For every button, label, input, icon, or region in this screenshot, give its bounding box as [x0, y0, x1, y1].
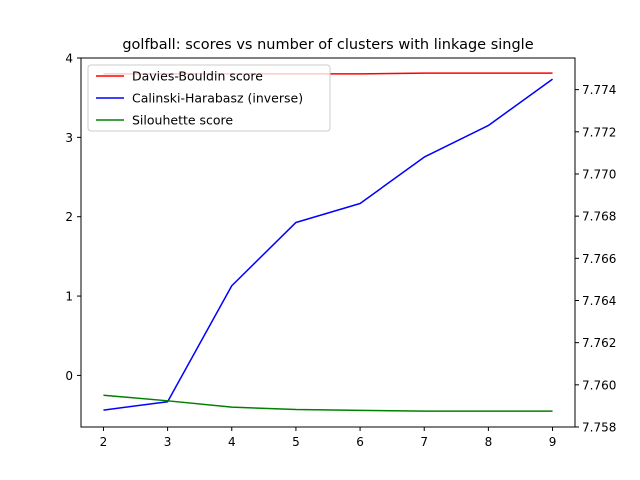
right-y-tick-label-7.758: 7.758 — [582, 421, 616, 435]
legend-label-1: Davies-Bouldin score — [132, 69, 263, 84]
series-line-2 — [103, 78, 553, 411]
right-y-tick-label-7.764: 7.764 — [582, 294, 616, 308]
x-tick-label-7: 7 — [420, 435, 428, 449]
right-y-tick-label-7.766: 7.766 — [582, 252, 616, 266]
axes-layer: 2 3 4 5 6 7 8 9 0 1 2 3 4 7.758 7.760 7.762 7.764 7.766 7.… — [65, 52, 616, 450]
legend: Davies-Bouldin score Calinski-Harabasz (i… — [87, 64, 331, 132]
legend-label-3: Silouhette score — [132, 113, 233, 128]
right-y-tick-label-7.768: 7.768 — [582, 210, 616, 224]
right-y-tick-label-7.760: 7.760 — [582, 378, 616, 392]
legend-label-2: Calinski-Harabasz (inverse) — [132, 91, 303, 106]
chart-title: golfball: scores vs number of clusters w… — [122, 37, 533, 53]
x-tick-label-3: 3 — [164, 435, 172, 449]
left-y-tick-label-1: 1 — [65, 290, 73, 304]
right-y-tick-label-7.774: 7.774 — [582, 83, 616, 97]
left-y-tick-label-3: 3 — [65, 131, 73, 145]
x-tick-label-2: 2 — [100, 435, 108, 449]
x-tick-label-4: 4 — [228, 435, 236, 449]
left-y-tick-label-2: 2 — [65, 210, 73, 224]
right-y-tick-label-7.772: 7.772 — [582, 125, 616, 139]
x-tick-label-8: 8 — [485, 435, 493, 449]
series-line-3 — [103, 394, 553, 412]
legend-box — [87, 64, 331, 132]
right-y-tick-label-7.770: 7.770 — [582, 167, 616, 181]
right-y-tick-label-7.762: 7.762 — [582, 336, 616, 350]
left-y-tick-label-0: 0 — [65, 369, 73, 383]
x-tick-label-6: 6 — [356, 435, 364, 449]
plot-frame — [80, 57, 576, 428]
x-tick-label-5: 5 — [292, 435, 300, 449]
left-y-tick-label-4: 4 — [65, 52, 73, 66]
x-tick-label-9: 9 — [549, 435, 557, 449]
